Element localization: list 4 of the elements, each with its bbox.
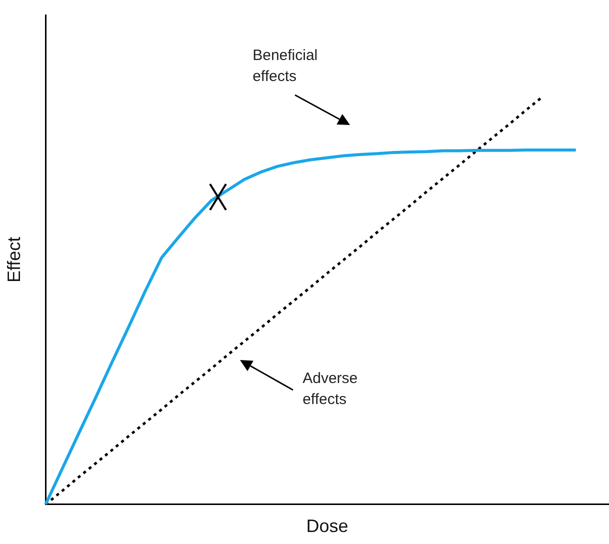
y-axis-title: Effect	[4, 236, 24, 283]
x-axis-title: Dose	[306, 516, 348, 536]
annotation: Adverse effects	[302, 369, 358, 410]
text: Beneficial effects	[252, 46, 318, 87]
